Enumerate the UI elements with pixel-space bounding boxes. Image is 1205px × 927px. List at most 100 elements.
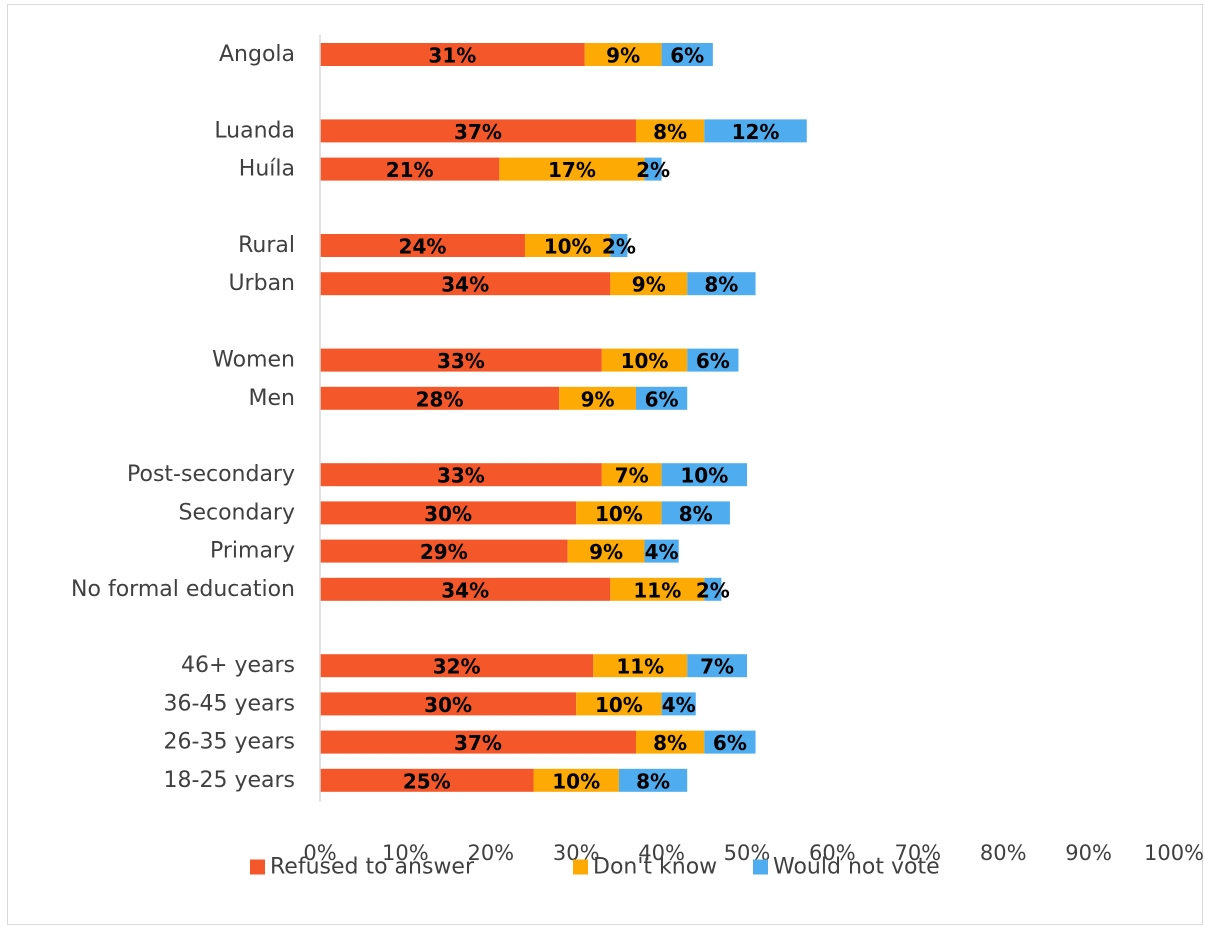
bar-segment: [644, 157, 662, 181]
bar-segment: [704, 577, 722, 601]
data-label: 30%: [424, 693, 472, 717]
bar-segment: [576, 501, 662, 525]
legend-swatch: [573, 859, 588, 875]
data-label: 30%: [424, 502, 472, 526]
legend-swatch: [250, 859, 265, 875]
bar-segment: [320, 43, 585, 66]
data-label: 6%: [713, 731, 747, 755]
bar-segment: [533, 768, 619, 792]
x-tick-labels: 0% 10% 20% 30% 40% 50% 60% 70% 80% 90% 100%: [303, 841, 1204, 865]
data-label: 9%: [606, 44, 640, 68]
data-label: 10%: [552, 769, 600, 793]
data-label: 6%: [670, 44, 704, 68]
category-label: No formal education: [71, 577, 295, 602]
data-label: 11%: [633, 578, 681, 602]
bar-segment: [644, 539, 679, 563]
bar-segment: [320, 654, 594, 678]
data-label: 8%: [704, 273, 738, 297]
bar-segment: [320, 119, 636, 143]
data-label: 11%: [616, 655, 664, 679]
bar-segment: [320, 386, 560, 410]
data-label: 34%: [441, 578, 489, 602]
bar-segment: [687, 348, 739, 372]
category-label: Women: [212, 348, 295, 373]
data-label: 2%: [636, 158, 670, 182]
data-label: 34%: [441, 273, 489, 297]
x-tick-label: 0%: [303, 841, 336, 865]
x-tick-label: 100%: [1144, 841, 1204, 865]
bar-segment: [610, 234, 628, 257]
data-label: 4%: [662, 693, 696, 717]
category-label: Secondary: [178, 500, 295, 525]
data-label: 7%: [700, 655, 734, 679]
bar-segment: [567, 539, 645, 563]
bar-segment: [635, 119, 705, 143]
bar-segment: [610, 577, 705, 601]
data-label: 10%: [595, 693, 643, 717]
bar-segment: [610, 272, 688, 296]
data-label: 8%: [653, 731, 687, 755]
x-tick-label: 10%: [382, 841, 429, 865]
bar-segment: [320, 577, 611, 601]
category-label: Primary: [210, 539, 295, 564]
category-label: Huíla: [239, 157, 295, 182]
bar-segment: [687, 654, 747, 678]
data-label: 12%: [732, 120, 780, 144]
x-tick-label: 20%: [467, 841, 514, 865]
x-tick-label: 70%: [894, 841, 941, 865]
bar-segment: [661, 463, 747, 487]
bar-segment: [635, 730, 705, 754]
bar-segment: [576, 692, 662, 716]
x-tick-label: 60%: [809, 841, 856, 865]
data-label: 8%: [636, 769, 670, 793]
data-label: 10%: [621, 349, 669, 373]
x-tick-label: 90%: [1065, 841, 1112, 865]
category-label: 26-35 years: [164, 730, 295, 755]
bar-segment: [320, 272, 611, 296]
data-label: 17%: [548, 158, 596, 182]
legend-swatch: [753, 859, 768, 875]
bar-segment: [687, 272, 756, 296]
bar-segment: [559, 386, 636, 410]
data-label: 21%: [386, 158, 434, 182]
data-label: 28%: [416, 387, 464, 411]
bar-segment: [704, 119, 807, 143]
data-label: 2%: [696, 578, 730, 602]
bars-layer: [320, 43, 807, 792]
data-label: 7%: [615, 464, 649, 488]
data-label: 9%: [589, 540, 623, 564]
bar-segment: [635, 386, 688, 410]
bar-segment: [320, 730, 636, 754]
bar-segment: [320, 692, 577, 716]
bar-segment: [320, 234, 525, 257]
data-label: 6%: [696, 349, 730, 373]
data-label: 31%: [428, 44, 476, 68]
data-label: 29%: [420, 540, 468, 564]
legend-label: Don't know: [593, 855, 717, 880]
category-label: 36-45 years: [164, 691, 295, 716]
bar-segment: [320, 539, 568, 563]
data-label: 25%: [403, 769, 451, 793]
data-label: 2%: [602, 235, 636, 259]
bar-segment: [661, 692, 696, 716]
x-tick-label: 40%: [638, 841, 685, 865]
labels-layer: Angola 31% 9% 6% Luanda 37% 8% 12% Huíla 21% 17% 2%…: [71, 42, 779, 793]
category-label: 18-25 years: [164, 768, 295, 793]
data-label: 33%: [437, 464, 485, 488]
chart-frame: Angola 31% 9% 6% Luanda 37% 8% 12% Huíla 21% 17% 2%…: [7, 4, 1204, 925]
data-label: 6%: [645, 387, 679, 411]
category-label: Luanda: [214, 118, 295, 143]
category-label: Post-secondary: [127, 462, 295, 487]
bar-segment: [499, 157, 645, 181]
bar-segment: [524, 234, 611, 257]
bar-segment: [320, 157, 500, 181]
data-label: 24%: [399, 235, 447, 259]
data-label: 33%: [437, 349, 485, 373]
bar-segment: [320, 348, 602, 372]
bar-segment: [661, 43, 713, 66]
category-label: Rural: [238, 233, 295, 258]
legend: Refused to answer Don't know Would not vot…: [250, 855, 940, 880]
bar-segment: [320, 501, 577, 525]
category-label: Angola: [219, 42, 295, 67]
data-label: 10%: [595, 502, 643, 526]
